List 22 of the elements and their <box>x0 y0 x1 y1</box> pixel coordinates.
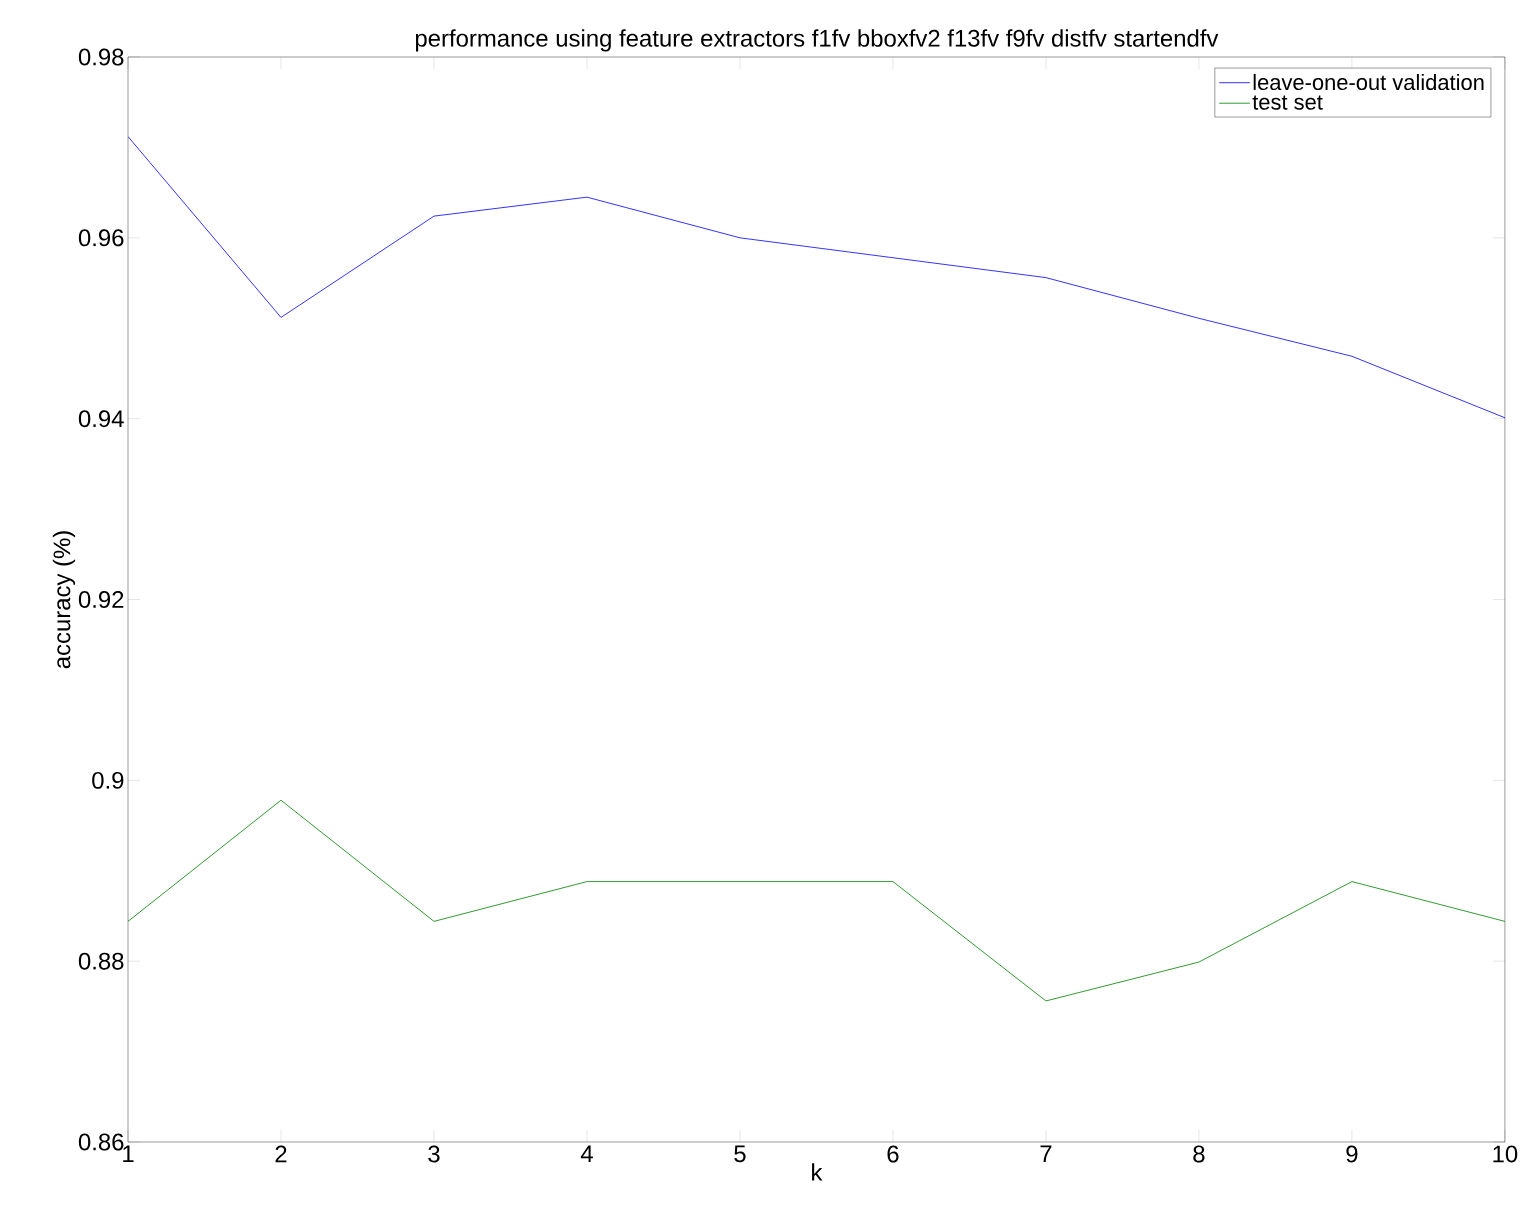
y-tick-label: 0.96 <box>78 229 124 247</box>
x-tick-label: 10 <box>1493 1145 1518 1163</box>
y-tick-label: 0.86 <box>78 1133 124 1151</box>
y-tick-label: 0.98 <box>78 48 124 66</box>
x-tick-label: 4 <box>580 1145 593 1162</box>
x-tick-label: 1 <box>123 1145 134 1162</box>
x-tick-label: 6 <box>887 1145 899 1163</box>
y-tick-label: 0.94 <box>78 410 124 428</box>
x-axis-title: k <box>812 1163 823 1181</box>
x-tick-label: 3 <box>428 1145 440 1163</box>
y-tick-label: 0.92 <box>78 591 124 608</box>
legend-label: test set <box>1252 95 1323 110</box>
x-tick-label: 8 <box>1193 1145 1205 1163</box>
y-tick-label: 0.88 <box>78 952 124 970</box>
y-tick-label: 0.9 <box>92 771 124 789</box>
x-tick-label: 5 <box>734 1145 746 1163</box>
x-tick-label: 7 <box>1040 1145 1052 1162</box>
chart-title: performance using feature extractors f1fv bboxfv2 f13fv f9fv distfv startendfv <box>415 29 1219 52</box>
x-tick-label: 9 <box>1346 1145 1358 1163</box>
legend-label: leave-one-out validation <box>1253 74 1484 91</box>
x-tick-label: 2 <box>275 1145 287 1163</box>
y-axis-title: accuracy (%) <box>52 531 76 669</box>
